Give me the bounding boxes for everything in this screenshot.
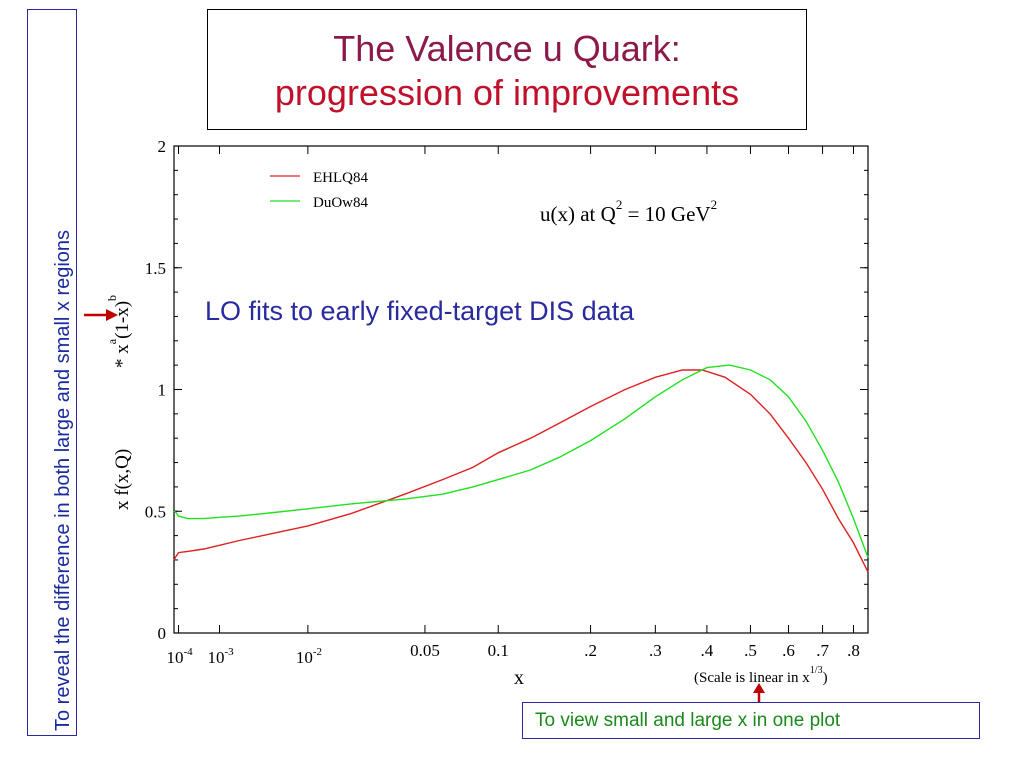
y-label-exp-b: b [105,295,119,301]
y-tick-label: 0 [158,624,167,643]
annotation-gev-exp: 2 [711,197,718,212]
legend: EHLQ84 DuOw84 [270,170,368,211]
x-tick-base: 10 [296,648,313,667]
x-axis-label: x [514,667,524,689]
y-axis-label-factor: * xa(1-x)b [105,295,133,368]
annotation-middle: = 10 GeV [622,202,710,226]
x-scale-note-close: ) [823,670,828,686]
series-line-ehlq84 [173,369,869,573]
x-tick-label: .5 [744,641,757,660]
x-scale-note: (Scale is linear in x1/3) [694,665,828,686]
slide-title-line2: progression of improvements [274,72,740,113]
svg-text:x f(x,Q): x f(x,Q) [112,449,133,510]
y-label-middle: (1-x) [112,301,133,339]
y-axis-label: x f(x,Q) [112,449,133,510]
y-label-exp-a: a [105,338,119,344]
arrow-to-scale-note [753,683,765,702]
slide-title-line1: The Valence u Quark: [333,28,681,69]
x-tick-label: 0.05 [410,641,440,660]
y-label-prefix: * x [112,344,133,368]
bottom-note-box: To view small and large x in one plot [522,702,980,739]
x-tick-label: 10-4 [167,646,194,667]
x-tick-label: .7 [816,641,829,660]
x-tick-label: .6 [782,641,795,660]
y-tick-label: 2 [158,137,167,156]
x-tick-label: 10-2 [296,646,322,667]
x-tick-label: .3 [649,641,662,660]
x-tick-exp: -2 [313,646,322,658]
legend-label-ehlq84: EHLQ84 [313,170,368,186]
side-note-box [27,9,77,736]
annotation-prefix: u(x) at Q [540,202,616,226]
y-tick-label: 1.5 [145,259,166,278]
chart-annotation: u(x) at Q2 = 10 GeV2 [540,197,717,226]
y-tick-label: 0.5 [145,502,166,521]
series-line-duow84 [173,364,869,558]
series-lines [173,364,869,573]
y-tick-label: 1 [158,381,167,400]
x-tick-label: .2 [584,641,597,660]
legend-label-duow84: DuOw84 [313,195,368,211]
x-scale-note-exp: 1/3 [810,665,823,676]
arrow-to-ylabel [84,309,118,321]
x-tick-label: 0.1 [488,641,509,660]
plot-frame [173,145,869,634]
bottom-note-text: To view small and large x in one plot [535,710,841,731]
x-tick-exp: -4 [184,646,194,658]
fit-note: LO fits to early fixed-target DIS data [205,296,635,326]
annotation-q-exp: 2 [616,197,623,212]
x-tick-label: .8 [847,641,860,660]
y-label-main: x f(x,Q) [112,449,133,510]
x-tick-base: 10 [208,648,225,667]
x-tick-base: 10 [167,648,184,667]
x-axis-ticks: 10-4 10-3 10-2 0.05 0.1.2.3.4.5.6.7.8 [167,146,860,667]
x-tick-label: .4 [701,641,714,660]
svg-text:* xa(1-x)b: * xa(1-x)b [105,295,133,368]
x-scale-note-text: (Scale is linear in x [694,670,810,686]
x-tick-label: 10-3 [208,646,235,667]
x-tick-exp: -3 [225,646,235,658]
title-box: The Valence u Quark: progression of impr… [207,9,807,130]
y-axis-ticks: 0 0.5 1 1.5 2 [145,137,868,643]
